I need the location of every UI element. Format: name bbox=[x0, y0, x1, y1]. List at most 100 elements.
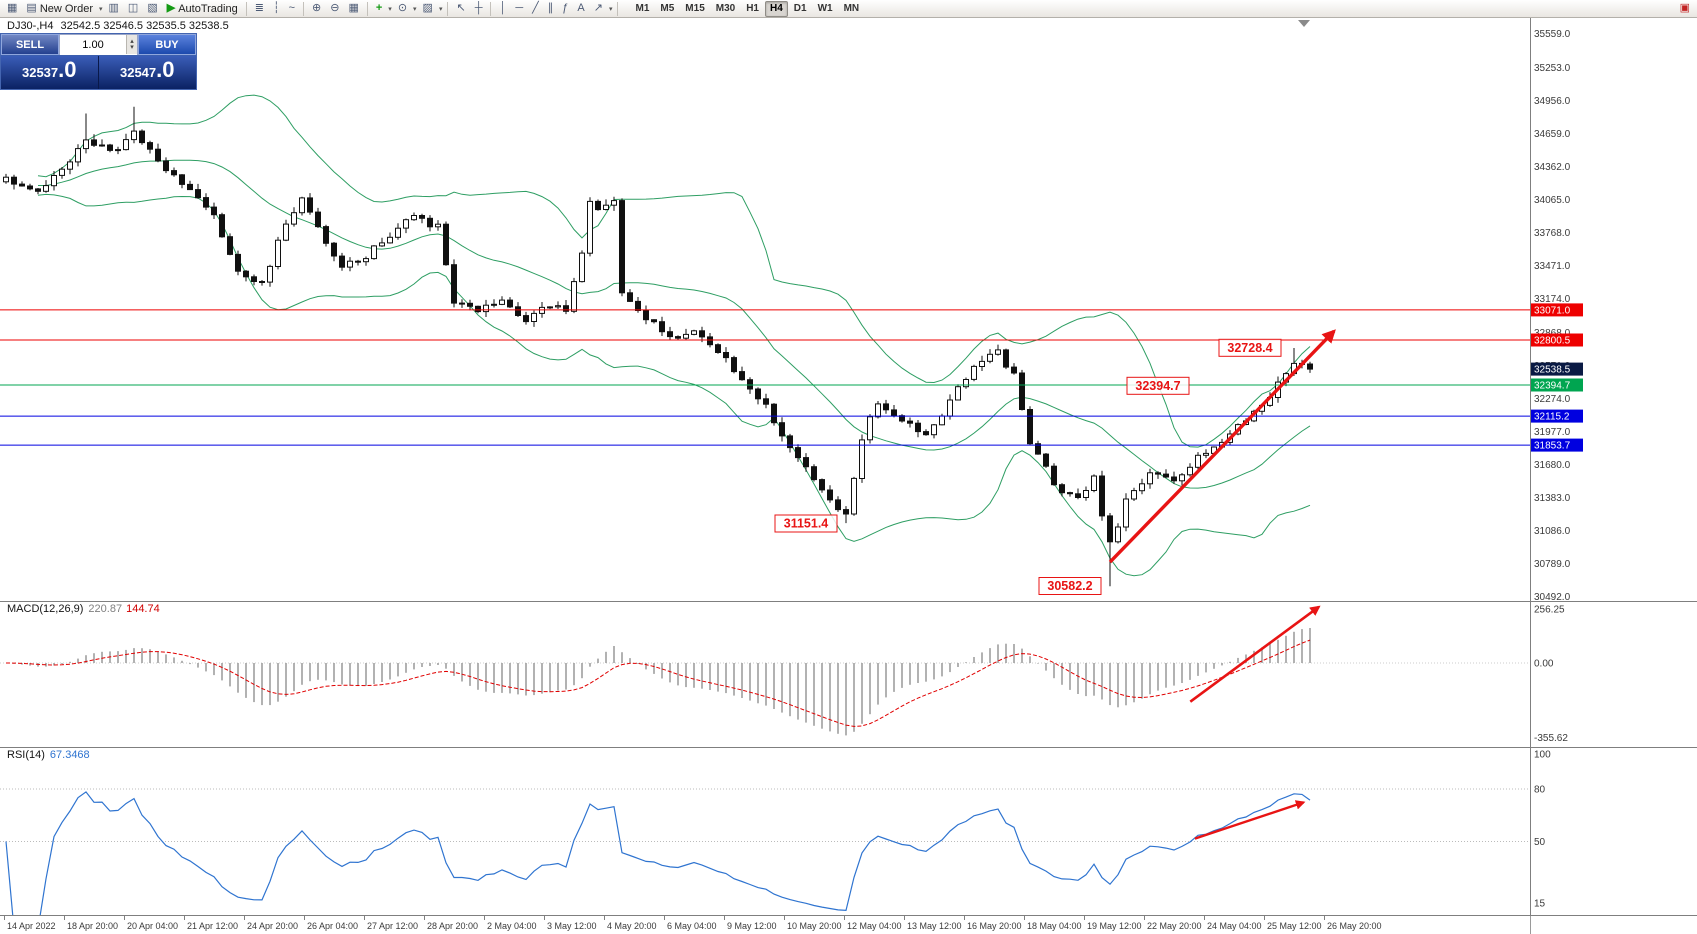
chart-annotation[interactable]: 31151.4 bbox=[774, 514, 838, 533]
data-window-icon[interactable]: ◫ bbox=[124, 1, 142, 17]
main-chart[interactable]: 32728.4 32394.7 31151.4 30582.2 35559.0 35253… bbox=[0, 18, 1697, 601]
one-click-prices: 32537.0 32547.0 bbox=[1, 55, 196, 89]
chart-annotation[interactable]: 32728.4 bbox=[1218, 338, 1282, 357]
zoom-in-glyph: ⊕ bbox=[312, 2, 322, 14]
line-chart-icon[interactable]: ~ bbox=[285, 1, 299, 17]
volume-up-icon[interactable]: ▴ bbox=[130, 37, 134, 45]
svg-text:30582.2: 30582.2 bbox=[1047, 579, 1092, 593]
candle bbox=[747, 379, 753, 390]
candle bbox=[1011, 366, 1017, 374]
periods-caret-icon[interactable]: ▾ bbox=[413, 5, 417, 13]
macd-chart[interactable]: 256.25 0.00 -355.62 bbox=[0, 601, 1697, 747]
candle bbox=[75, 148, 81, 163]
candle bbox=[443, 223, 449, 266]
candle bbox=[699, 330, 705, 338]
volume-input[interactable] bbox=[60, 35, 137, 55]
tile-windows-icon[interactable]: ▦ bbox=[344, 1, 362, 17]
zoom-in-icon[interactable]: ⊕ bbox=[308, 1, 325, 17]
candle bbox=[595, 200, 601, 211]
timeframe-mn[interactable]: MN bbox=[839, 1, 865, 17]
candle bbox=[723, 352, 729, 359]
zoom-out-icon[interactable]: ⊖ bbox=[326, 1, 343, 17]
candle bbox=[83, 139, 89, 150]
time-tick bbox=[1024, 916, 1025, 920]
candle bbox=[51, 175, 57, 187]
timeframe-h4[interactable]: H4 bbox=[765, 0, 788, 17]
crosshair-icon[interactable]: ┼ bbox=[471, 1, 487, 17]
arrows-tool-icon[interactable]: ↗ bbox=[590, 1, 607, 17]
candle bbox=[827, 489, 833, 501]
timeframe-m1[interactable]: M1 bbox=[630, 1, 654, 17]
chart-shift-marker-icon[interactable] bbox=[1298, 20, 1310, 27]
zoom-out-glyph: ⊖ bbox=[330, 2, 340, 14]
timeframe-h1[interactable]: H1 bbox=[741, 1, 764, 17]
arrows-caret-icon[interactable]: ▾ bbox=[608, 5, 613, 13]
macd-trend-arrow[interactable] bbox=[1189, 605, 1321, 703]
new-order-button[interactable]: ▤ New Order bbox=[22, 1, 97, 17]
candle bbox=[227, 236, 233, 255]
time-axis[interactable]: 14 Apr 2022 18 Apr 20:00 20 Apr 04:00 21 Ap… bbox=[0, 915, 1697, 934]
sell-price-main: 32537 bbox=[21, 65, 59, 80]
candle bbox=[299, 197, 305, 214]
periods-icon[interactable]: ⊙ bbox=[394, 1, 411, 17]
templates-caret-icon[interactable]: ▾ bbox=[438, 5, 443, 13]
candle bbox=[859, 439, 865, 479]
chart-annotation[interactable]: 32394.7 bbox=[1126, 376, 1190, 395]
text-label-icon[interactable]: A bbox=[573, 1, 588, 17]
candle bbox=[211, 206, 217, 216]
buy-price[interactable]: 32547.0 bbox=[98, 56, 196, 89]
horizontal-line-icon[interactable]: ─ bbox=[511, 1, 527, 17]
bar-chart-icon[interactable]: ≣ bbox=[251, 1, 268, 17]
sell-button[interactable]: SELL bbox=[1, 34, 59, 55]
timeframe-w1[interactable]: W1 bbox=[813, 1, 838, 17]
timeframe-m30[interactable]: M30 bbox=[711, 1, 740, 17]
candle bbox=[1107, 515, 1113, 543]
rsi-chart[interactable]: 100 80 50 15 bbox=[0, 747, 1697, 915]
navigator-icon[interactable]: ▧ bbox=[143, 1, 161, 17]
fibonacci-retracement-icon[interactable]: ƒ bbox=[558, 1, 572, 17]
candle bbox=[403, 219, 409, 229]
time-tick bbox=[64, 916, 65, 920]
candle bbox=[995, 349, 1001, 355]
one-click-controls: SELL ▴▾ BUY bbox=[1, 34, 196, 55]
candle bbox=[851, 477, 857, 515]
candle bbox=[771, 403, 777, 424]
cursor-icon[interactable]: ↖ bbox=[452, 1, 469, 17]
rsi-trend-arrow[interactable] bbox=[1194, 800, 1306, 840]
trend-arrow[interactable] bbox=[1108, 329, 1336, 564]
crosshair-glyph: ┼ bbox=[474, 2, 483, 14]
timeframe-d1[interactable]: D1 bbox=[789, 1, 812, 17]
candle bbox=[203, 197, 209, 208]
time-tick bbox=[364, 916, 365, 920]
horizontal-level-lines[interactable] bbox=[0, 309, 1530, 446]
indicators-caret-icon[interactable]: ▾ bbox=[388, 5, 392, 13]
indicators-icon[interactable]: + bbox=[372, 1, 386, 17]
new-order-caret-icon[interactable]: ▾ bbox=[99, 5, 103, 13]
market-watch-icon[interactable]: ▥ bbox=[105, 1, 123, 17]
candle bbox=[259, 281, 265, 283]
sell-price[interactable]: 32537.0 bbox=[1, 56, 99, 89]
candle bbox=[483, 304, 489, 313]
candle bbox=[379, 242, 385, 247]
candle bbox=[43, 185, 49, 192]
time-tick bbox=[244, 916, 245, 920]
macd-histogram bbox=[13, 628, 1311, 736]
buy-button[interactable]: BUY bbox=[138, 34, 196, 55]
new-chart-icon[interactable]: ▦ bbox=[3, 1, 21, 17]
timeframe-m15[interactable]: M15 bbox=[680, 1, 709, 17]
templates-icon[interactable]: ▨ bbox=[419, 1, 437, 17]
timeframe-m5[interactable]: M5 bbox=[655, 1, 679, 17]
equidistant-channel-icon[interactable]: ∥ bbox=[544, 1, 558, 17]
candle bbox=[779, 422, 785, 437]
candle bbox=[579, 252, 585, 283]
news-alert-icon[interactable]: ▣ bbox=[1676, 1, 1694, 17]
chart-annotation[interactable]: 30582.2 bbox=[1038, 577, 1102, 595]
autotrading-button[interactable]: ▶ AutoTrading bbox=[163, 1, 242, 17]
volume-stepper[interactable]: ▴ ▾ bbox=[126, 35, 137, 54]
vertical-line-icon[interactable]: │ bbox=[495, 1, 510, 17]
candle bbox=[1083, 490, 1089, 498]
candlestick-chart-icon[interactable]: ┆ bbox=[269, 1, 284, 17]
volume-down-icon[interactable]: ▾ bbox=[130, 43, 134, 51]
trendline-icon[interactable]: ╱ bbox=[528, 1, 543, 17]
time-tick bbox=[1084, 916, 1085, 920]
